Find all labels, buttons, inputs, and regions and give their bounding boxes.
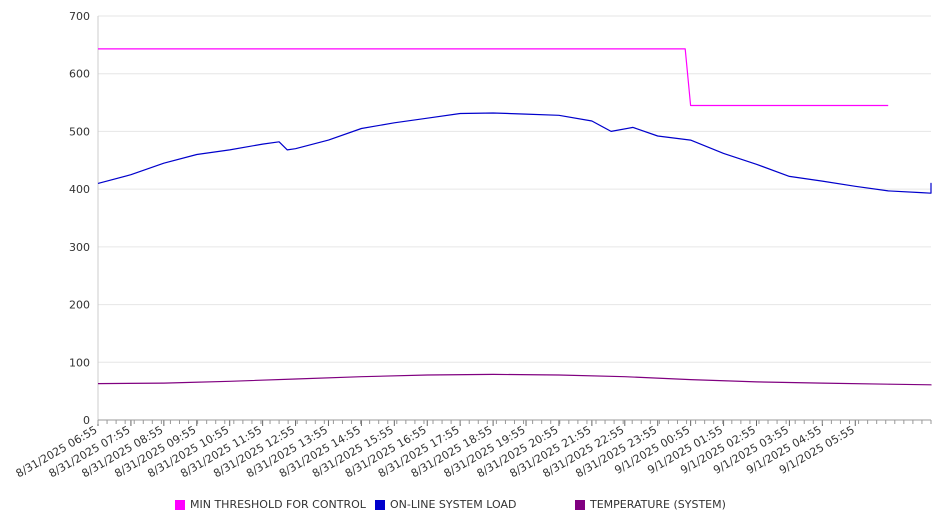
y-tick-label-500: 500 — [69, 125, 90, 138]
legend-swatch-min-threshold — [175, 499, 185, 510]
grid-lines — [98, 15, 931, 363]
y-tick-label-200: 200 — [69, 299, 90, 312]
y-tick-label-300: 300 — [69, 241, 90, 254]
legend-label-min-threshold: MIN THRESHOLD FOR CONTROL — [190, 498, 366, 511]
y-tick-label-400: 400 — [69, 183, 90, 196]
y-tick-label-700: 700 — [69, 10, 90, 23]
y-tick-label-100: 100 — [69, 356, 90, 369]
legend-item-min-threshold[interactable]: MIN THRESHOLD FOR CONTROL — [175, 498, 366, 511]
legend-item-temperature[interactable]: TEMPERATURE (SYSTEM) — [575, 498, 726, 511]
axes — [97, 16, 932, 424]
legend-swatch-system-load — [375, 499, 385, 510]
series-line-0 — [98, 48, 889, 107]
series-line-1 — [97, 112, 932, 194]
y-tick-label-600: 600 — [69, 68, 90, 81]
series-lines — [97, 48, 932, 386]
legend: MIN THRESHOLD FOR CONTROL ON-LINE SYSTEM… — [0, 498, 946, 514]
legend-label-system-load: ON-LINE SYSTEM LOAD — [390, 498, 517, 511]
legend-item-system-load[interactable]: ON-LINE SYSTEM LOAD — [375, 498, 516, 511]
legend-swatch-temperature — [575, 499, 585, 510]
legend-label-temperature: TEMPERATURE (SYSTEM) — [590, 498, 726, 511]
x-axis-ticks: 8/31/2025 06:558/31/2025 07:558/31/2025 … — [14, 420, 857, 480]
y-axis-ticks: 0 100 200 300 400 500 600 700 — [69, 10, 90, 427]
y-tick-label-0: 0 — [83, 414, 90, 427]
series-line-2 — [97, 373, 932, 386]
